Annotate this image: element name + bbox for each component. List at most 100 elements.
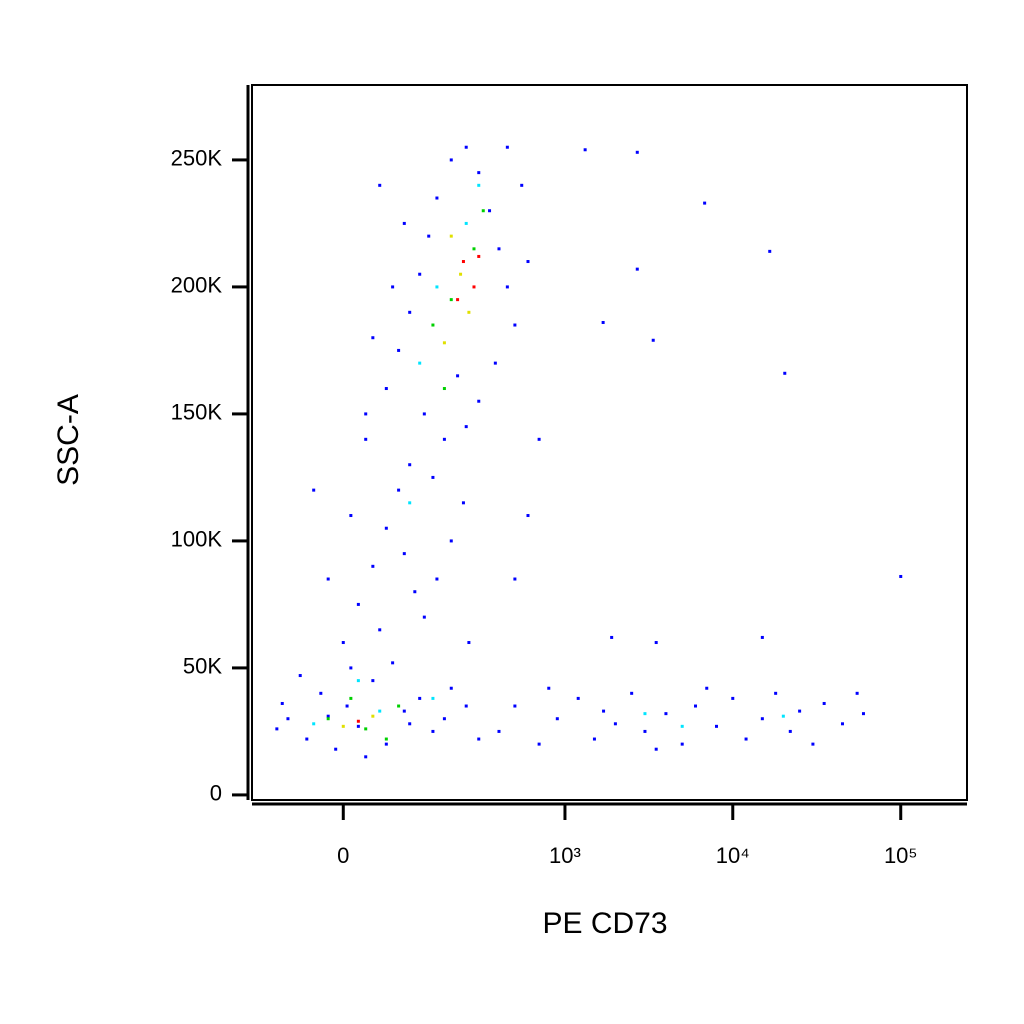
point <box>464 221 468 225</box>
point <box>472 247 476 251</box>
point <box>341 724 345 728</box>
point <box>459 272 463 276</box>
y-tick-label: 100K <box>171 527 223 552</box>
point <box>464 704 468 708</box>
point <box>427 234 431 238</box>
point <box>402 709 406 713</box>
point <box>654 747 658 751</box>
point <box>449 539 453 543</box>
point <box>861 712 865 716</box>
point <box>371 714 375 718</box>
point <box>610 635 614 639</box>
point <box>408 463 412 467</box>
point <box>760 635 764 639</box>
point <box>464 425 468 429</box>
point <box>513 704 517 708</box>
point <box>449 158 453 162</box>
point <box>356 679 360 683</box>
point <box>364 412 368 416</box>
point <box>384 387 388 391</box>
point <box>520 183 524 187</box>
point <box>899 574 903 578</box>
point <box>275 727 279 731</box>
point <box>643 729 647 733</box>
point <box>349 514 353 518</box>
point <box>651 338 655 342</box>
point <box>643 712 647 716</box>
point <box>555 717 559 721</box>
point <box>635 150 639 154</box>
point <box>422 412 426 416</box>
point <box>356 719 360 723</box>
point <box>456 298 460 302</box>
point <box>788 729 792 733</box>
point <box>513 323 517 327</box>
point <box>467 641 471 645</box>
point <box>464 145 468 149</box>
point <box>461 260 465 264</box>
point <box>349 666 353 670</box>
point <box>364 755 368 759</box>
point <box>431 696 435 700</box>
y-tick-label: 250K <box>171 146 223 171</box>
point <box>592 737 596 741</box>
point <box>497 247 501 251</box>
point <box>583 148 587 152</box>
point <box>435 285 439 289</box>
x-tick-label: 10³ <box>549 843 581 868</box>
point <box>408 722 412 726</box>
point <box>744 737 748 741</box>
point <box>822 701 826 705</box>
point <box>680 742 684 746</box>
point <box>413 590 417 594</box>
point <box>391 661 395 665</box>
point <box>477 737 481 741</box>
point <box>760 717 764 721</box>
point <box>526 514 530 518</box>
point <box>349 696 353 700</box>
point <box>774 691 778 695</box>
point <box>397 488 401 492</box>
point <box>601 320 605 324</box>
point <box>442 717 446 721</box>
x-axis-label: PE CD73 <box>542 907 667 940</box>
y-tick-label: 200K <box>171 273 223 298</box>
point <box>391 285 395 289</box>
point <box>408 501 412 505</box>
point <box>402 221 406 225</box>
point <box>855 691 859 695</box>
point <box>418 361 422 365</box>
point <box>408 310 412 314</box>
point <box>481 209 485 213</box>
x-tick-label: 10⁴ <box>716 843 750 868</box>
point <box>449 686 453 690</box>
point <box>431 475 435 479</box>
point <box>334 747 338 751</box>
point <box>477 183 481 187</box>
point <box>781 714 785 718</box>
point <box>442 341 446 345</box>
point <box>694 704 698 708</box>
x-tick-label: 0 <box>337 843 349 868</box>
point <box>435 577 439 581</box>
point <box>326 717 330 721</box>
point <box>435 196 439 200</box>
point <box>547 686 551 690</box>
y-axis-label: SSC-A <box>52 394 85 486</box>
point <box>418 696 422 700</box>
point <box>664 712 668 716</box>
point <box>613 722 617 726</box>
point <box>341 641 345 645</box>
point <box>477 254 481 258</box>
point <box>477 171 481 175</box>
point <box>505 145 509 149</box>
point <box>418 272 422 276</box>
point <box>811 742 815 746</box>
point <box>654 641 658 645</box>
point <box>397 704 401 708</box>
point <box>714 724 718 728</box>
point <box>449 234 453 238</box>
point <box>537 437 541 441</box>
point <box>513 577 517 581</box>
